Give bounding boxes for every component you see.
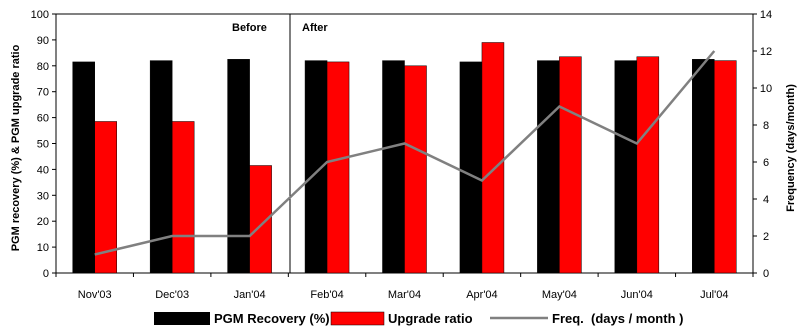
y-right-tick-label: 14 [760, 9, 772, 21]
freq-line-group [94, 50, 716, 256]
y-left-tick-label: 100 [31, 9, 49, 21]
bar-upgrade-ratio [404, 65, 427, 274]
y-axis-right-title: Frequency (days/month) [785, 84, 797, 212]
y-right-tick-label: 10 [760, 83, 772, 95]
x-tick-label: May'04 [542, 289, 577, 301]
y-left-tick-label: 10 [37, 242, 49, 254]
y-left-tick-label: 30 [37, 190, 49, 202]
y-left-tick-label: 60 [37, 113, 49, 125]
legend-swatch-pgm-recovery [154, 312, 210, 325]
y-axis-right: 0 2 4 6 8 10 12 14 [753, 9, 772, 280]
y-right-tick-label: 6 [763, 157, 769, 169]
x-tick-label: Feb'04 [310, 289, 343, 301]
legend-swatch-upgrade-ratio [330, 311, 385, 326]
legend-label-pgm-recovery: PGM Recovery (%) [214, 311, 330, 326]
y-left-tick-label: 80 [37, 61, 49, 73]
x-axis: Nov'03 Dec'03 Jan'04 Feb'04 Mar'04 Apr'04 May'… [55, 273, 754, 301]
bar-pgm-recovery [227, 59, 250, 274]
x-tick-label: Apr'04 [466, 289, 497, 301]
x-tick-label: Jan'04 [234, 289, 266, 301]
x-tick-label: Dec'03 [155, 289, 189, 301]
bar-upgrade-ratio [326, 61, 350, 274]
y-right-tick-label: 12 [760, 46, 772, 58]
y-left-tick-label: 70 [37, 87, 49, 99]
x-tick-label: Nov'03 [78, 289, 112, 301]
bar-pgm-recovery [692, 59, 715, 274]
y-left-tick-label: 20 [37, 216, 49, 228]
y-right-tick-label: 2 [763, 231, 769, 243]
x-tick-label: Jun'04 [621, 289, 653, 301]
x-tick-label: Jul'04 [700, 289, 728, 301]
bar-upgrade-ratio [636, 56, 660, 274]
bar-upgrade-ratio [171, 121, 195, 274]
y-left-tick-label: 90 [37, 35, 49, 47]
y-right-tick-label: 8 [763, 120, 769, 132]
y-right-tick-label: 0 [763, 268, 769, 280]
legend-label-freq: Freq. (days / month ) [552, 311, 683, 326]
bar-upgrade-ratio [94, 121, 117, 274]
bar-upgrade-ratio [481, 42, 505, 274]
legend: PGM Recovery (%) Upgrade ratio Freq. (da… [154, 311, 683, 326]
bar-pgm-recovery [382, 60, 405, 274]
legend-label-upgrade-ratio: Upgrade ratio [388, 311, 473, 326]
bar-upgrade-ratio [714, 60, 737, 274]
bar-upgrade-ratio [559, 56, 582, 274]
y-left-tick-label: 0 [43, 268, 49, 280]
bar-pgm-recovery [537, 60, 560, 274]
y-right-tick-label: 4 [763, 194, 769, 206]
bar-upgrade-ratio [249, 165, 272, 274]
bar-pgm-recovery [459, 61, 483, 274]
x-tick-label: Mar'04 [388, 289, 421, 301]
annotation-after: After [302, 22, 328, 34]
bar-pgm-recovery [614, 60, 638, 274]
y-axis-left-title: PGM recovery (%) & PGM upgrade ratio [10, 44, 22, 251]
annotation-before: Before [232, 22, 267, 34]
bar-pgm-recovery [72, 61, 95, 274]
y-axis-left: 0 10 20 30 40 50 60 70 80 90 100 [31, 9, 56, 280]
bars-group [72, 42, 737, 274]
y-left-tick-label: 40 [37, 164, 49, 176]
y-left-tick-label: 50 [37, 139, 49, 151]
